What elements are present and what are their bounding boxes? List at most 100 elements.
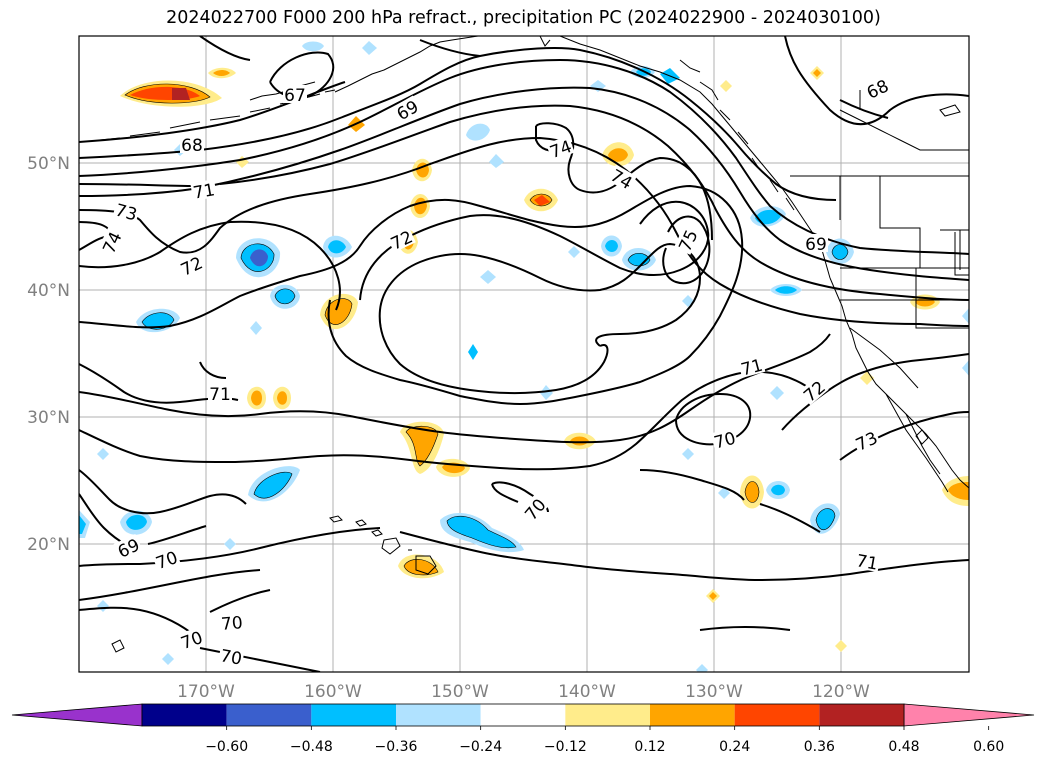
contour-label-bg <box>386 225 416 253</box>
anomaly-patch <box>832 244 848 260</box>
lon-tick-label: 140°W <box>558 682 616 702</box>
contour-71-se <box>639 469 821 533</box>
contour-label-bg <box>545 135 575 161</box>
anomaly-patch <box>771 484 785 496</box>
contour-label-bg <box>607 164 637 193</box>
anomaly-patch <box>325 298 352 325</box>
anomaly-patch <box>745 481 759 503</box>
colorbar-outline <box>141 703 905 727</box>
contour-label-bg <box>392 95 422 124</box>
contour-label-bg <box>804 234 828 252</box>
contour-label-bg <box>208 384 232 402</box>
contour-inner-low <box>79 184 744 406</box>
anomaly-patch <box>813 69 821 77</box>
contour-74-label-region <box>79 220 341 311</box>
anomaly-patch <box>718 487 730 499</box>
anomaly-patch <box>534 195 550 206</box>
anomaly-patch <box>447 516 516 548</box>
anomaly-patch <box>720 80 732 92</box>
contour-label-bg <box>219 611 245 633</box>
contour-label: 71 <box>209 385 231 405</box>
contour-72 <box>79 136 969 327</box>
contour-68 <box>79 47 837 201</box>
contour-label-bg <box>180 135 204 153</box>
contour-70-sw <box>79 527 381 601</box>
anomaly-patch <box>860 371 874 385</box>
state-borders <box>839 176 969 389</box>
anomaly-patch <box>489 154 504 168</box>
contour-label-bg <box>710 427 739 451</box>
colorbar-bin <box>396 704 481 726</box>
colorbar: −0.60 −0.48 −0.36 −0.24 −0.12 0.12 0.24 0.36 0.4… <box>11 703 1035 755</box>
contour-74-north <box>535 122 713 241</box>
anomaly-patch <box>696 664 708 672</box>
contour-71 <box>79 104 969 301</box>
colorbar-bin <box>734 704 820 726</box>
anomaly-patch <box>404 559 438 575</box>
contour-label-bg <box>151 546 181 572</box>
contour-70-closed <box>675 392 752 446</box>
contour-label: 70 <box>219 646 244 669</box>
contour-69-sw <box>79 469 247 515</box>
refractivity-contours <box>79 36 969 672</box>
anomaly-patch <box>468 344 478 360</box>
contour-70-bottom <box>199 647 321 672</box>
anomaly-patch <box>775 286 797 294</box>
anomaly-patch <box>568 246 580 258</box>
colorbar-bin <box>226 704 312 726</box>
anomaly-patch <box>162 653 174 665</box>
contour-label-bg <box>853 550 881 572</box>
anomaly-patch <box>948 482 969 500</box>
lat-tick-label: 20°N <box>27 535 70 555</box>
lat-tick-label: 50°N <box>27 154 70 174</box>
colorbar-tick-label: −0.60 <box>205 739 248 755</box>
contour-innermost-low <box>378 242 702 394</box>
anomaly-patch <box>251 390 262 406</box>
contour-68 <box>79 81 346 143</box>
anomaly-patch <box>254 472 292 499</box>
anomaly-patch <box>250 249 268 267</box>
colorbar-tick-label: 0.60 <box>973 739 1004 755</box>
anomaly-patch <box>302 41 324 52</box>
contour-69 <box>79 58 969 255</box>
colorbar-bin <box>480 704 566 726</box>
colorbar-tick-label: −0.36 <box>375 739 418 755</box>
contour-70-far-sw <box>79 589 271 633</box>
colorbar-tick-label: 0.12 <box>634 739 665 755</box>
hawaii-islands <box>329 515 437 575</box>
contour-label-bg <box>190 179 218 201</box>
map-title: 2024022700 F000 200 hPa refract., precip… <box>166 8 881 28</box>
anomaly-patch <box>277 391 287 405</box>
anomaly-patch <box>709 592 717 600</box>
contour-misc-1 <box>199 36 251 61</box>
colorbar-tick-label: −0.24 <box>459 739 502 755</box>
colorbar-bin <box>311 704 396 726</box>
contour-label-bg <box>519 493 550 524</box>
lat-tick-labels: 50°N 40°N 30°N 20°N <box>27 154 70 555</box>
anomaly-patch <box>816 508 835 530</box>
anomaly-patch <box>608 148 628 162</box>
contour-label-bg <box>798 375 829 406</box>
anomaly-patch <box>682 448 694 460</box>
anomaly-patch <box>480 270 496 284</box>
contour-68-north <box>784 36 969 126</box>
lon-tick-label: 170°W <box>177 682 235 702</box>
anomaly-patch <box>755 209 781 225</box>
anomaly-patch <box>213 70 230 76</box>
lon-tick-label: 150°W <box>431 682 489 702</box>
contour-label: 67 <box>284 86 306 106</box>
anomaly-patch <box>406 426 438 466</box>
lon-tick-label: 160°W <box>304 682 362 702</box>
colorbar-extend-low <box>11 703 143 727</box>
anomaly-patch <box>97 448 109 460</box>
contour-label-bg <box>283 85 307 103</box>
contour-label-bg <box>97 227 125 257</box>
anomaly-patch <box>770 386 784 400</box>
lon-tick-label: 120°W <box>812 682 870 702</box>
alaska-coast <box>559 36 831 279</box>
contour-70 <box>79 86 969 281</box>
lat-tick-label: 30°N <box>27 408 70 428</box>
contour-label: 68 <box>181 136 203 156</box>
lon-tick-label: 130°W <box>685 682 743 702</box>
contour-label-bg <box>176 251 206 279</box>
